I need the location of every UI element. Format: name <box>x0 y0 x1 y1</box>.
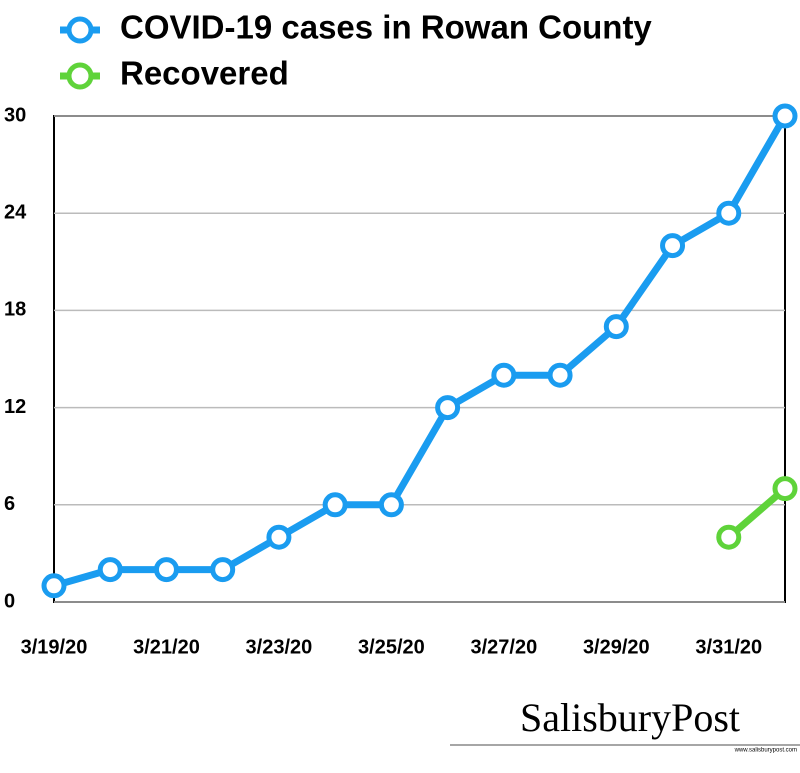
logo: SalisburyPost <box>520 695 740 740</box>
x-tick-label: 3/19/20 <box>21 636 88 658</box>
x-tick-label: 3/29/20 <box>583 636 650 658</box>
point <box>547 362 573 388</box>
point <box>378 492 404 518</box>
point <box>210 557 236 583</box>
point <box>716 524 742 550</box>
point <box>266 524 292 550</box>
y-tick-label: 30 <box>4 104 26 126</box>
x-tick-label: 3/27/20 <box>470 636 537 658</box>
legend-marker <box>66 62 94 90</box>
legend-marker <box>66 16 94 44</box>
point <box>772 476 798 502</box>
point <box>153 557 179 583</box>
x-tick-label: 3/25/20 <box>358 636 425 658</box>
point <box>660 233 686 259</box>
point <box>603 314 629 340</box>
y-tick-label: 6 <box>4 493 15 515</box>
point <box>322 492 348 518</box>
x-tick-label: 3/21/20 <box>133 636 200 658</box>
point <box>491 362 517 388</box>
point <box>97 557 123 583</box>
point <box>716 200 742 226</box>
legend-label: Recovered <box>120 55 289 92</box>
x-tick-label: 3/31/20 <box>695 636 762 658</box>
y-tick-label: 12 <box>4 396 26 418</box>
y-tick-label: 24 <box>4 201 27 223</box>
y-tick-label: 18 <box>4 299 26 321</box>
point <box>772 103 798 129</box>
point <box>41 573 67 599</box>
point <box>435 395 461 421</box>
legend-label: COVID-19 cases in Rowan County <box>120 9 652 46</box>
y-tick-label: 0 <box>4 590 15 612</box>
logo-url: www.salisburypost.com <box>734 748 797 754</box>
x-tick-label: 3/23/20 <box>246 636 313 658</box>
